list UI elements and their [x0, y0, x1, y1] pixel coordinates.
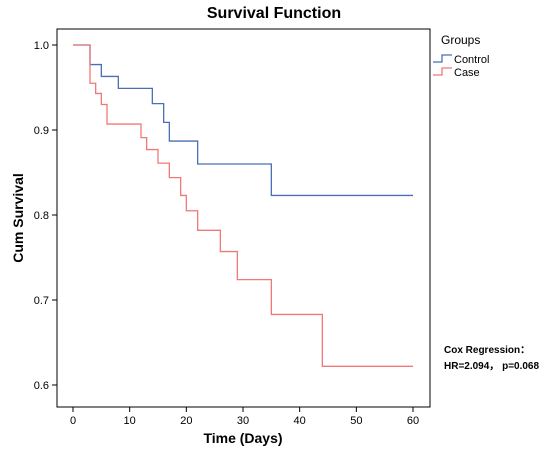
y-tick-label: 0.7 [34, 295, 49, 307]
y-tick-label: 0.8 [34, 210, 49, 222]
y-tick-label: 0.9 [34, 125, 49, 137]
legend-label: Case [454, 67, 480, 79]
cox-annotation-line1: Cox Regression： [444, 345, 530, 356]
y-tick-label: 1.0 [34, 40, 49, 52]
series-layer [73, 45, 413, 366]
x-tick-label: 50 [350, 415, 362, 427]
series-line-control [73, 45, 413, 195]
y-tick-label: 0.6 [34, 380, 49, 392]
series-line-case [73, 45, 413, 366]
legend-title: Groups [441, 33, 480, 47]
plot-frame [57, 29, 430, 407]
x-axis: 0 10 20 30 40 50 60 [70, 407, 419, 427]
x-axis-title: Time (Days) [203, 430, 282, 446]
legend-label: Control [454, 54, 489, 66]
legend-swatch [433, 68, 452, 75]
x-tick-label: 30 [237, 415, 249, 427]
x-tick-label: 0 [70, 415, 76, 427]
cox-annotation: Cox Regression： HR=2.094， p=0.068 [444, 345, 539, 372]
x-tick-label: 10 [124, 415, 136, 427]
legend-item-control: Control [433, 54, 489, 66]
chart-title: Survival Function [207, 5, 341, 22]
legend-swatch [433, 55, 452, 62]
x-tick-label: 40 [294, 415, 306, 427]
y-axis: 0.6 0.7 0.8 0.9 1.0 [34, 40, 57, 392]
x-tick-label: 20 [180, 415, 192, 427]
y-axis-title: Cum Survival [10, 173, 26, 262]
x-tick-label: 60 [407, 415, 419, 427]
legend-item-case: Case [433, 67, 480, 79]
cox-annotation-line2: HR=2.094， p=0.068 [444, 361, 539, 372]
